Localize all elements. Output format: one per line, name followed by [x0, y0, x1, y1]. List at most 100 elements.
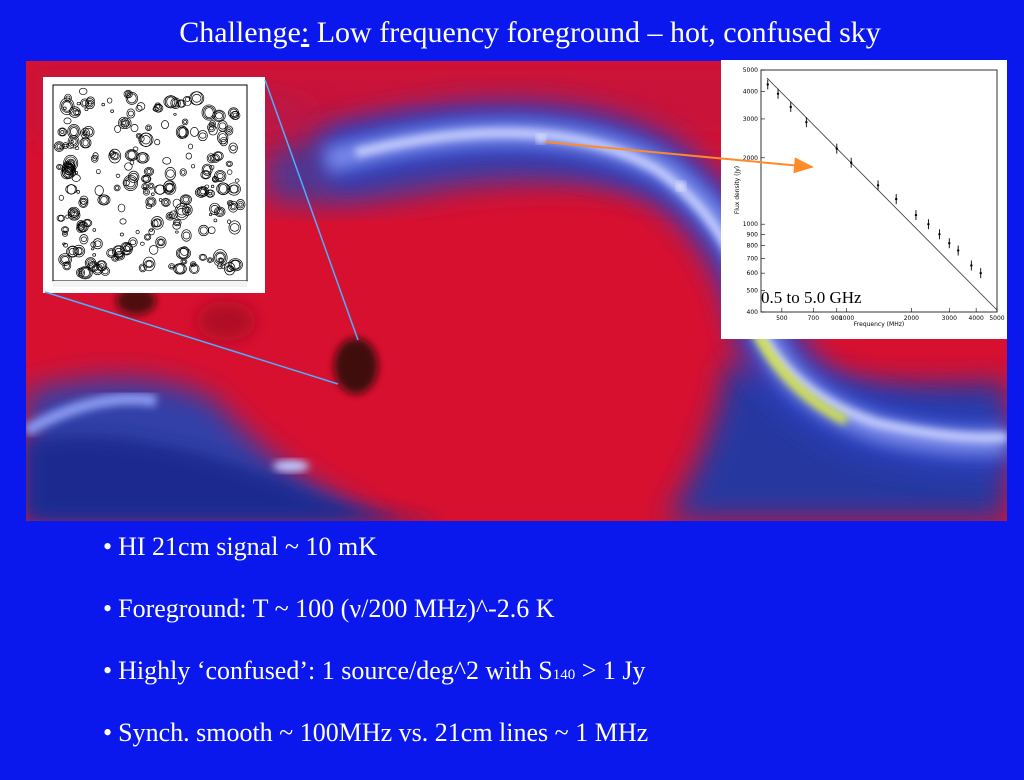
source-contour — [60, 130, 65, 134]
source-contour — [175, 125, 188, 139]
bullet-signal: • HI 21cm signal ~ 10 mK — [103, 532, 648, 594]
source-contour — [192, 94, 202, 103]
source-contour — [130, 124, 139, 133]
source-contour — [143, 186, 147, 191]
source-contour — [62, 142, 69, 149]
source-contour — [123, 174, 138, 191]
source-contour — [207, 226, 216, 235]
source-contour — [77, 221, 84, 229]
source-contour — [197, 130, 208, 142]
y-tick-label: 2000 — [743, 155, 758, 162]
data-point — [766, 83, 769, 86]
source-contour — [227, 129, 231, 132]
source-contour — [94, 240, 102, 247]
source-contour — [145, 196, 157, 208]
source-contour — [230, 223, 240, 232]
source-contour — [63, 243, 69, 248]
source-contour — [227, 258, 243, 272]
source-contour — [200, 188, 207, 195]
source-contour — [145, 234, 150, 240]
source-contour — [79, 198, 87, 207]
source-contour — [94, 185, 104, 196]
source-contour — [218, 122, 227, 130]
source-contour — [181, 259, 186, 264]
source-contour — [173, 263, 187, 275]
source-contour — [61, 256, 70, 264]
source-contour — [86, 258, 95, 268]
source-contour — [211, 176, 220, 183]
source-contour — [91, 247, 95, 251]
source-contour — [166, 169, 175, 178]
source-contour — [129, 239, 137, 246]
source-contour — [181, 229, 192, 242]
source-contour — [162, 157, 172, 165]
source-contour — [71, 174, 81, 182]
source-contour — [127, 170, 140, 183]
source-contour — [114, 125, 121, 133]
source-contour — [145, 124, 152, 131]
data-point — [914, 213, 918, 217]
source-contour — [81, 100, 88, 106]
source-contour — [208, 191, 213, 196]
source-contour — [67, 208, 75, 217]
source-contour — [142, 188, 150, 196]
source-contour — [79, 223, 83, 227]
source-contour — [185, 152, 192, 160]
frequency-range-label: 0.5 to 5.0 GHz — [761, 288, 862, 307]
source-contour — [225, 127, 232, 134]
data-point — [938, 233, 941, 236]
source-contour — [189, 91, 205, 106]
source-contour — [234, 178, 240, 183]
y-tick-label: 3000 — [743, 116, 758, 123]
source-contour — [177, 247, 190, 259]
source-contour — [82, 139, 89, 147]
source-contour — [184, 207, 190, 213]
source-contour — [84, 98, 96, 110]
source-contour — [176, 264, 184, 274]
source-contour — [198, 187, 208, 196]
data-point — [789, 105, 792, 109]
bullet-mark: • — [103, 532, 113, 561]
source-contour — [181, 169, 186, 175]
source-contour — [149, 245, 159, 255]
spectrum-plot-inset: 5000 4000 3000 2000 1000 900 800 700 600 500 400 5… — [721, 60, 1007, 339]
source-contour — [63, 143, 68, 148]
source-contour — [61, 230, 69, 237]
source-contour — [213, 218, 218, 223]
source-contour — [74, 110, 80, 115]
source-contour — [169, 264, 174, 269]
bullet-list: • HI 21cm signal ~ 10 mK • Foreground: T ~… — [103, 532, 648, 780]
source-contour — [203, 105, 216, 120]
source-contour — [173, 112, 177, 116]
bullet-text: Synch. smooth ~ 100MHz vs. 21cm lines ~ … — [118, 718, 649, 747]
title-prefix: Challenge — [179, 16, 301, 49]
data-point — [776, 92, 780, 96]
source-contour — [215, 171, 225, 181]
source-contour — [150, 216, 164, 230]
source-contour — [82, 126, 95, 138]
source-contour — [115, 173, 121, 178]
source-contour — [146, 197, 155, 206]
source-contour — [77, 266, 93, 280]
source-contour — [198, 253, 207, 261]
x-tick-label: 5000 — [989, 315, 1004, 322]
source-contour — [176, 99, 187, 108]
bullet-text: HI 21cm signal ~ 10 mK — [118, 532, 377, 561]
source-contour — [93, 265, 102, 274]
source-contour — [128, 237, 138, 248]
source-contour — [197, 186, 209, 197]
title-rest: Low frequency foreground – hot, confused… — [309, 16, 881, 49]
source-contour — [63, 117, 72, 125]
bullet-mark: • — [103, 718, 113, 747]
source-contour — [126, 92, 130, 97]
spectrum-plot-frame — [760, 69, 998, 313]
source-contour — [73, 109, 81, 116]
source-contour — [216, 182, 231, 195]
source-contour — [127, 150, 136, 160]
source-contour — [74, 246, 84, 256]
source-contour — [224, 125, 234, 136]
source-contour — [59, 97, 75, 116]
source-contour — [216, 173, 224, 179]
source-contour — [111, 254, 120, 262]
source-contour — [76, 101, 81, 106]
